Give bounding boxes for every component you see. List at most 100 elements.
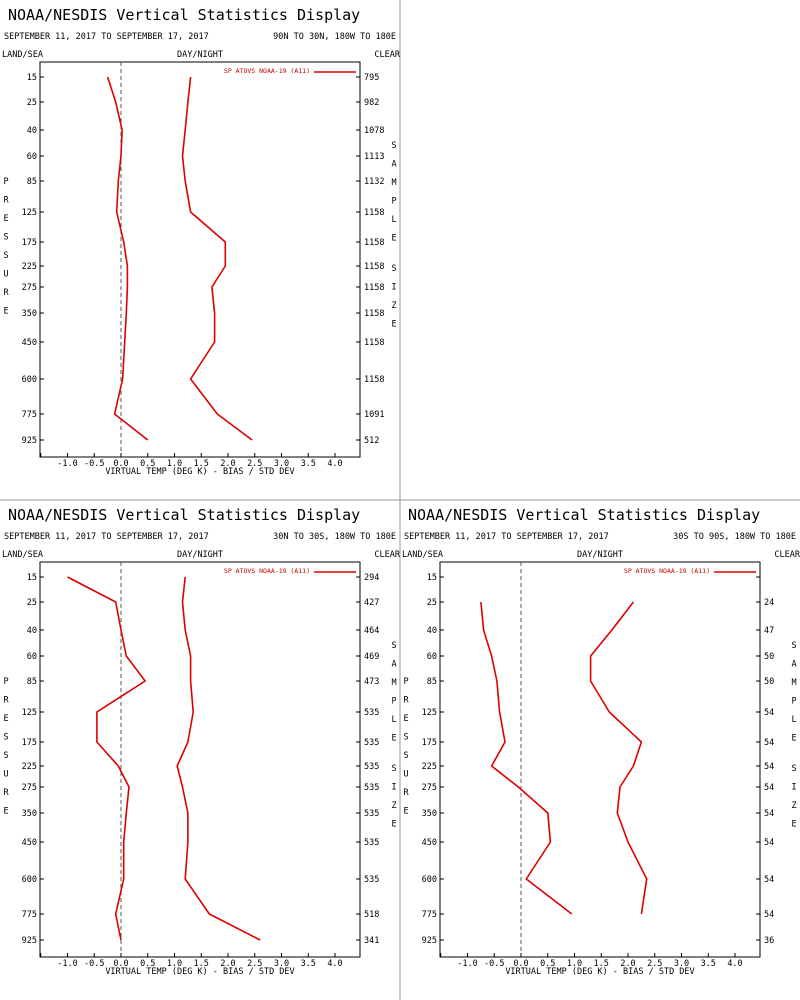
- sample-size-label: 294: [364, 573, 379, 583]
- chart-title: NOAA/NESDIS Vertical Statistics Display: [8, 506, 360, 524]
- x-tick-label: -0.5: [84, 959, 104, 969]
- region-label: 30N TO 30S, 180W TO 180E: [273, 532, 396, 542]
- std-dev-series-line: [181, 76, 253, 441]
- x-tick-label: 3.0: [674, 959, 689, 969]
- sample-size-label: 24: [764, 598, 774, 608]
- x-tick-label: -0.5: [484, 959, 504, 969]
- date-range: SEPTEMBER 11, 2017 TO SEPTEMBER 17, 2017: [4, 532, 209, 542]
- x-tick-label: -1.0: [57, 459, 77, 469]
- y-axis-letter: E: [403, 714, 408, 724]
- sample-size-label: 427: [364, 598, 379, 608]
- pressure-tick-label: 350: [22, 809, 37, 819]
- sample-size-label: 1158: [364, 338, 384, 348]
- y2-axis-letter: M: [391, 678, 396, 688]
- y-axis-letter: U: [403, 770, 408, 780]
- std-dev-series-line: [589, 601, 648, 915]
- pressure-tick-label: 15: [27, 573, 37, 583]
- y-axis-letter: U: [3, 770, 8, 780]
- x-tick-label: 1.0: [567, 959, 582, 969]
- pressure-tick-label: 15: [427, 573, 437, 583]
- y2-axis-letter: A: [391, 660, 396, 670]
- region-label: 30S TO 90S, 180W TO 180E: [673, 532, 796, 542]
- pressure-tick-label: 125: [422, 708, 437, 718]
- sample-size-label: 535: [364, 783, 379, 793]
- pressure-tick-label: 600: [22, 875, 37, 885]
- sample-size-label: 1158: [364, 262, 384, 272]
- pressure-tick-label: 85: [427, 677, 437, 687]
- y-axis-letter: E: [3, 307, 8, 317]
- y2-axis-letter: A: [391, 160, 396, 170]
- sample-size-label: 54: [764, 762, 774, 772]
- x-tick-label: -0.5: [84, 459, 104, 469]
- sample-size-label: 54: [764, 838, 774, 848]
- date-range: SEPTEMBER 11, 2017 TO SEPTEMBER 17, 2017: [404, 532, 609, 542]
- pressure-tick-label: 60: [427, 652, 437, 662]
- day-night-label: DAY/NIGHT: [177, 50, 223, 60]
- y-axis-letter: R: [3, 196, 9, 206]
- sample-size-label: 795: [364, 73, 379, 83]
- x-tick-label: 1.5: [594, 959, 609, 969]
- y-axis-letter: R: [403, 696, 409, 706]
- y2-axis-letter: E: [391, 234, 396, 244]
- sample-size-label: 982: [364, 98, 379, 108]
- sample-size-label: 54: [764, 910, 774, 920]
- sample-size-label: 54: [764, 875, 774, 885]
- sample-size-label: 535: [364, 762, 379, 772]
- y2-axis-letter: I: [391, 783, 396, 793]
- y-axis-letter: S: [403, 751, 408, 761]
- x-tick-label: 0.5: [140, 459, 155, 469]
- x-tick-label: 0.5: [140, 959, 155, 969]
- pressure-tick-label: 775: [422, 910, 437, 920]
- plot-frame: [39, 561, 361, 958]
- sample-size-label: 54: [764, 783, 774, 793]
- land-sea-label: LAND/SEA: [2, 50, 43, 60]
- bias-series-line: [67, 576, 146, 941]
- pressure-tick-label: 925: [422, 936, 437, 946]
- y2-axis-letter: P: [791, 697, 796, 707]
- land-sea-label: LAND/SEA: [2, 550, 43, 560]
- x-tick-label: 1.0: [167, 959, 182, 969]
- sample-size-label: 50: [764, 677, 774, 687]
- y-axis-letter: E: [3, 807, 8, 817]
- pressure-tick-label: 175: [422, 738, 437, 748]
- y-axis-letter: P: [3, 177, 8, 187]
- sample-size-label: 54: [764, 738, 774, 748]
- sample-size-label: 535: [364, 838, 379, 848]
- pressure-tick-label: 350: [422, 809, 437, 819]
- pressure-tick-label: 600: [22, 375, 37, 385]
- pressure-tick-label: 125: [22, 708, 37, 718]
- x-tick-label: -1.0: [457, 959, 477, 969]
- chart-title: NOAA/NESDIS Vertical Statistics Display: [408, 506, 760, 524]
- x-tick-label: 2.0: [220, 459, 235, 469]
- x-tick-label: 0.0: [513, 959, 528, 969]
- sample-size-label: 1158: [364, 309, 384, 319]
- x-tick-label: 2.5: [647, 959, 662, 969]
- x-tick-label: 2.0: [220, 959, 235, 969]
- y2-axis-letter: E: [391, 320, 396, 330]
- x-tick-label: -1.0: [57, 959, 77, 969]
- x-tick-label: 3.5: [301, 959, 316, 969]
- y-axis-letter: E: [3, 214, 8, 224]
- pressure-tick-label: 40: [27, 126, 37, 136]
- clear-label: CLEAR: [774, 550, 800, 560]
- x-tick-label: 0.0: [113, 459, 128, 469]
- bias-series-line: [106, 76, 149, 441]
- pressure-tick-label: 25: [427, 598, 437, 608]
- sample-size-label: 464: [364, 626, 379, 636]
- pressure-tick-label: 275: [22, 283, 37, 293]
- x-tick-label: 2.5: [247, 459, 262, 469]
- x-axis-title: VIRTUAL TEMP (DEG K) - BIAS / STD DEV: [105, 467, 294, 477]
- pressure-tick-label: 40: [27, 626, 37, 636]
- y2-axis-letter: S: [391, 264, 396, 274]
- x-tick-label: 1.0: [167, 459, 182, 469]
- bias-series-line: [480, 601, 573, 915]
- pressure-tick-label: 25: [27, 598, 37, 608]
- y2-axis-letter: Z: [791, 801, 796, 811]
- x-tick-label: 1.5: [194, 459, 209, 469]
- y2-axis-letter: Z: [391, 301, 396, 311]
- pressure-tick-label: 450: [22, 338, 37, 348]
- sample-size-label: 1158: [364, 208, 384, 218]
- pressure-tick-label: 225: [22, 762, 37, 772]
- y2-axis-letter: E: [791, 734, 796, 744]
- y2-axis-letter: E: [791, 820, 796, 830]
